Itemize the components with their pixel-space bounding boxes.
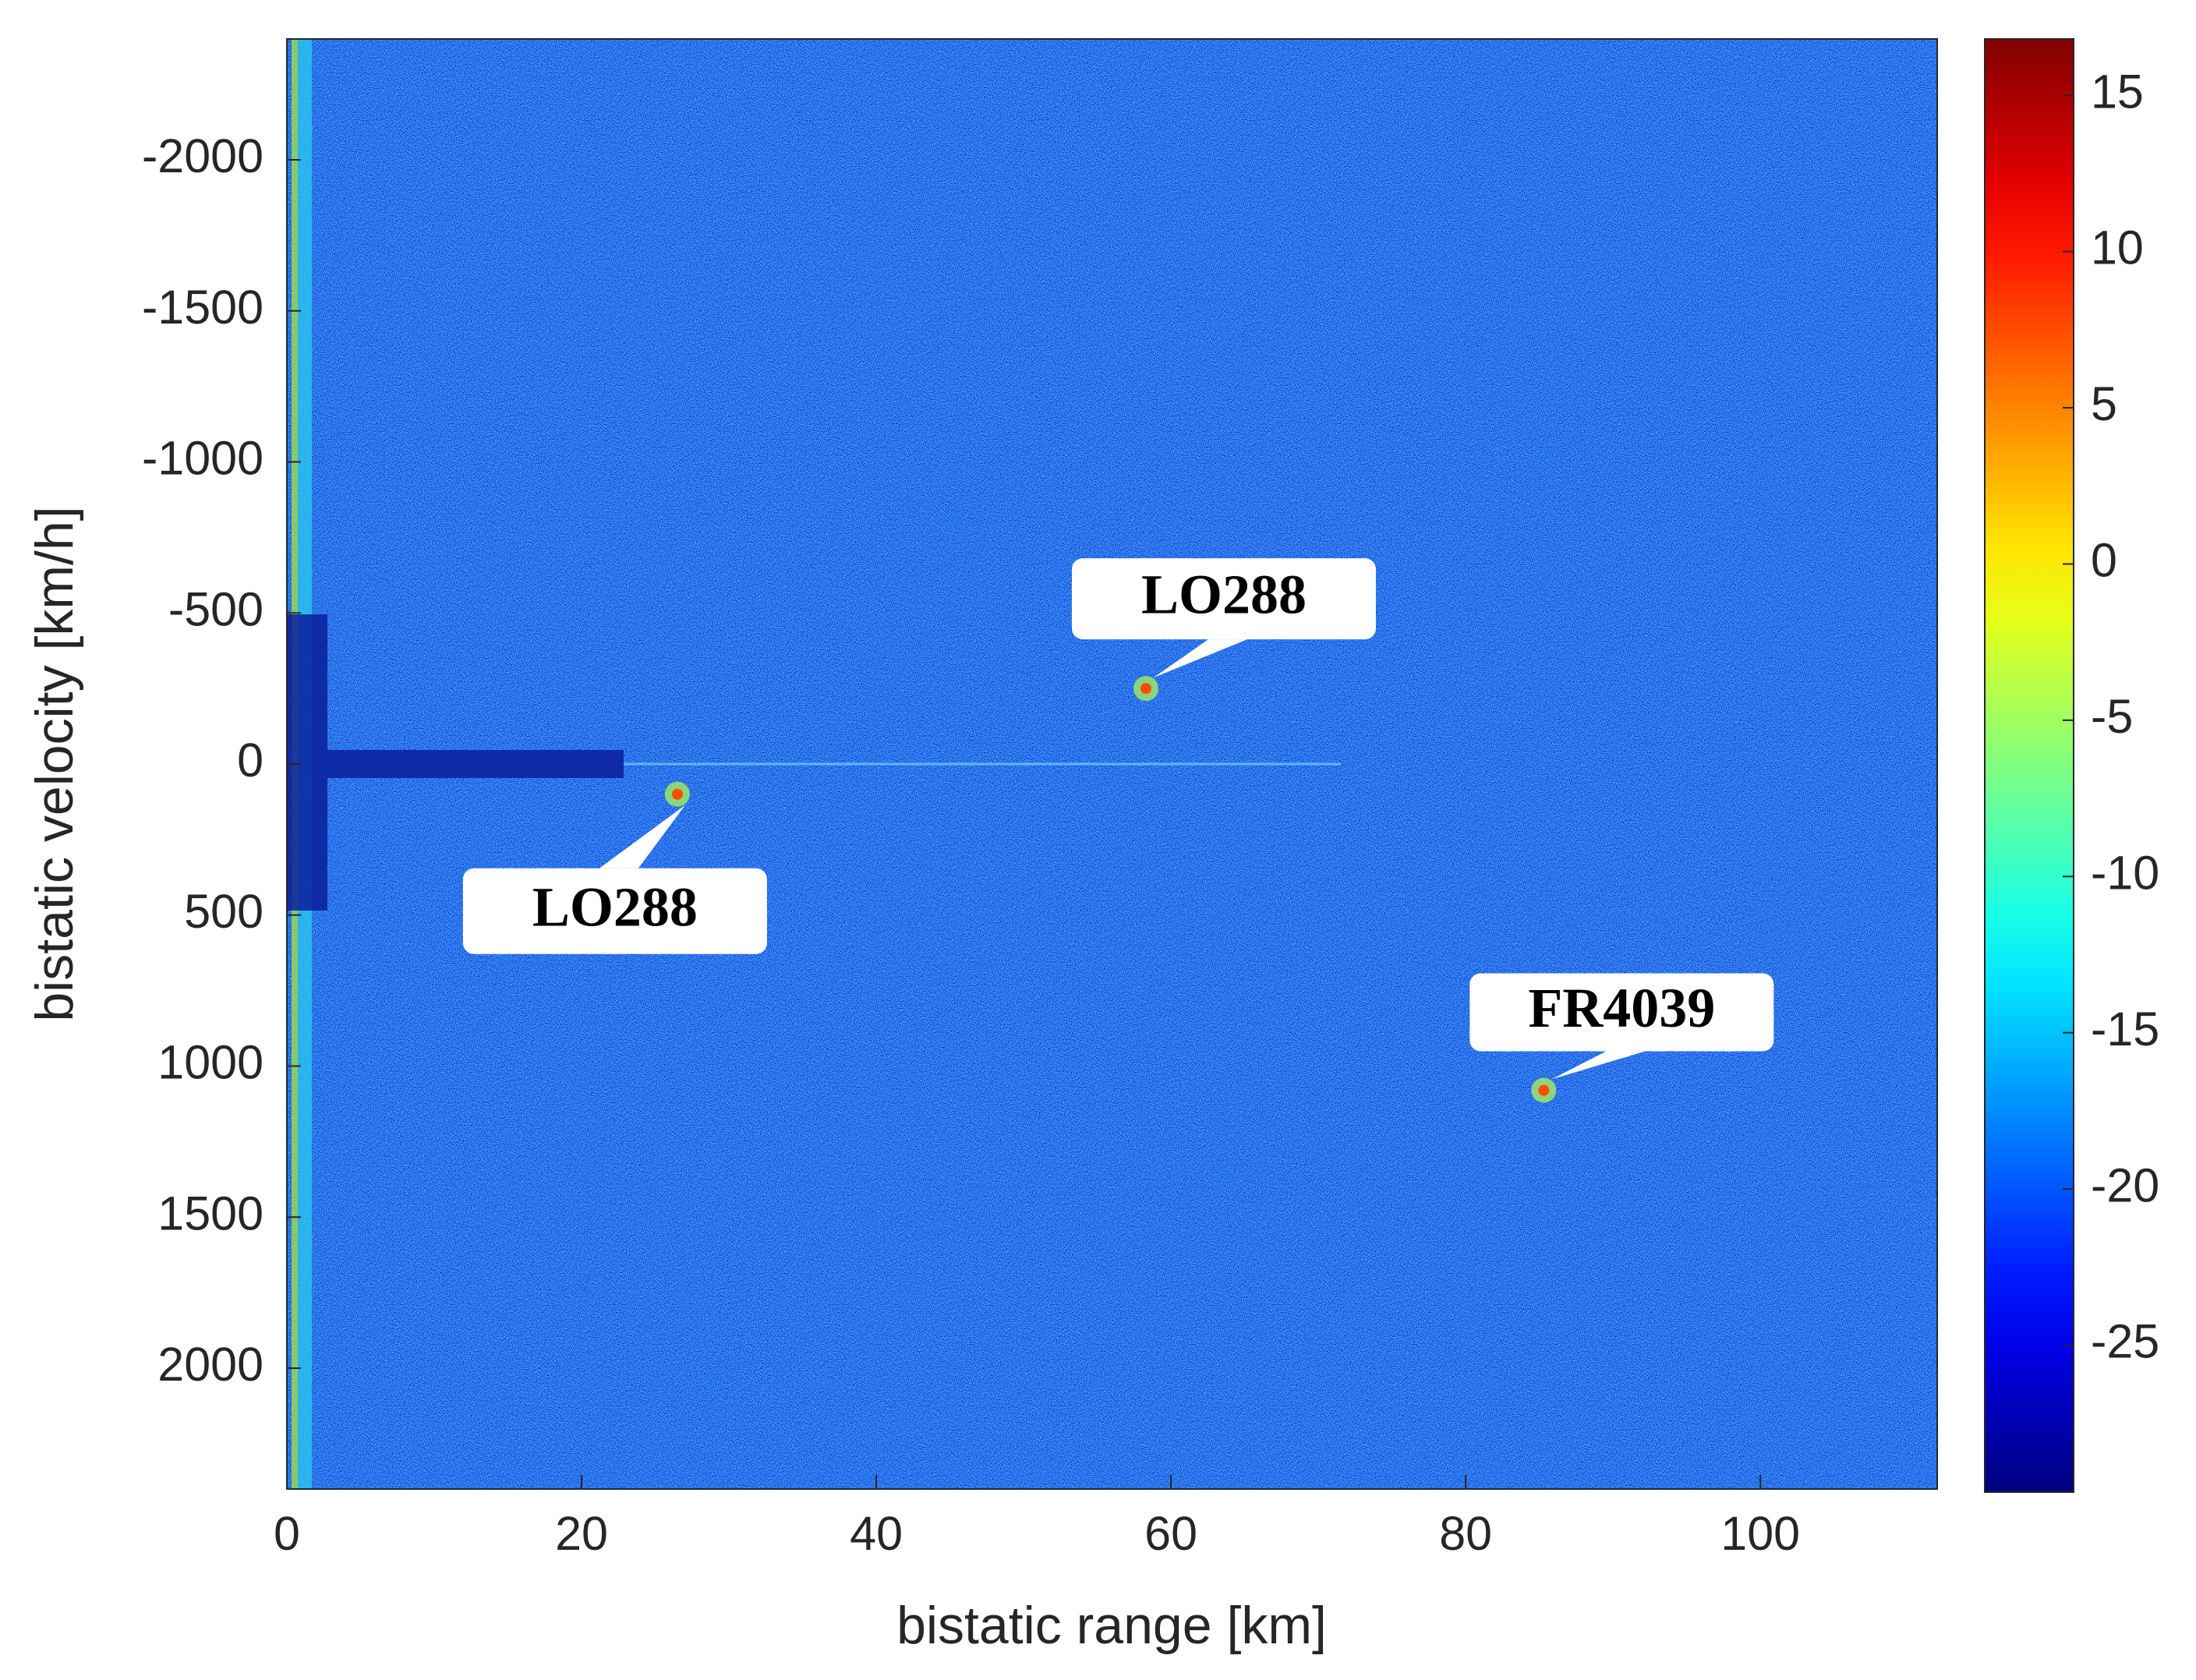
- callout-box: [462, 868, 767, 954]
- x-tick-label: 0: [274, 1507, 300, 1560]
- x-tick-label: 20: [555, 1507, 608, 1560]
- colorbar-tick-label: 15: [2091, 65, 2144, 118]
- colorbar-tick-label: -10: [2091, 846, 2159, 899]
- annotations: LO288 LO288 FR4039: [462, 558, 1774, 1103]
- y-tick-label: 2000: [157, 1338, 263, 1391]
- colorbar-tick-label: -20: [2091, 1158, 2159, 1211]
- x-tick-label: 40: [850, 1507, 903, 1560]
- target: [1140, 683, 1151, 695]
- x-tick-label: 80: [1439, 1507, 1492, 1560]
- target: [671, 788, 683, 800]
- callout-tail: [599, 805, 685, 868]
- x-tick-label: 60: [1144, 1507, 1197, 1560]
- callout-tail: [1551, 1051, 1646, 1080]
- x-tick-label: 100: [1720, 1507, 1800, 1560]
- y-tick-label: -1500: [142, 281, 263, 334]
- y-tick-label: -2000: [142, 129, 263, 182]
- clutter-block: [287, 614, 327, 911]
- colorbar: [1984, 38, 2074, 1493]
- colorbar-tick-label: 5: [2091, 377, 2117, 430]
- y-tick-label: -500: [168, 582, 263, 635]
- callout-box: [1071, 558, 1376, 640]
- callout-tail: [1153, 639, 1247, 678]
- colorbar-tick-label: 10: [2091, 221, 2144, 274]
- colorbar-tick-label: -15: [2091, 1003, 2159, 1056]
- target: [1538, 1084, 1550, 1096]
- colorbar-tick-label: -25: [2091, 1315, 2159, 1368]
- annotation-label: FR4039: [1528, 977, 1715, 1039]
- colorbar-tick-label: -5: [2091, 690, 2133, 743]
- clutter-block: [327, 750, 624, 778]
- x-axis-label: bistatic range [km]: [896, 1596, 1327, 1655]
- plot-area: [287, 39, 1937, 1489]
- annotation-label: LO288: [532, 875, 698, 938]
- y-tick-label: 500: [184, 885, 263, 938]
- y-axis-label: bistatic velocity [km/h]: [25, 506, 84, 1021]
- y-tick-label: -1000: [142, 432, 263, 485]
- y-tick-label: 1000: [157, 1036, 263, 1089]
- colorbar-tick-label: 0: [2091, 534, 2117, 587]
- callout-box: [1469, 973, 1774, 1052]
- annotation-label: LO288: [1141, 564, 1307, 626]
- y-tick-label: 0: [237, 734, 263, 787]
- y-tick-label: 1500: [157, 1187, 263, 1240]
